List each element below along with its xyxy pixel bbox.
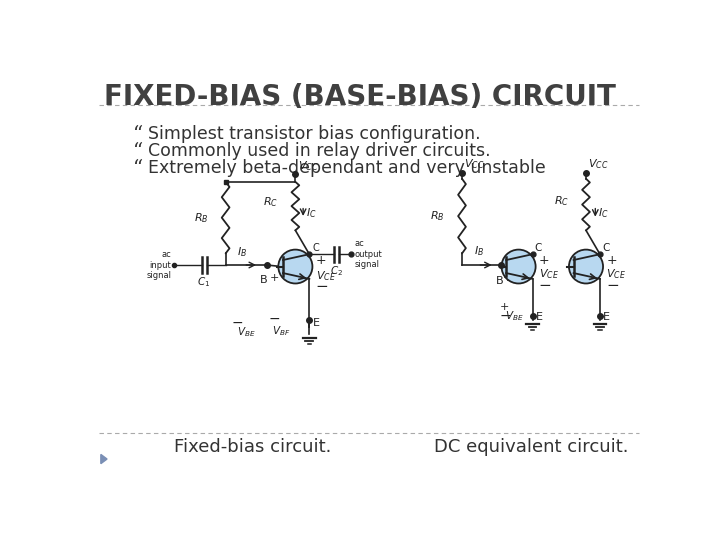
Text: B: B xyxy=(495,276,503,286)
Text: $V_{BE}$: $V_{BE}$ xyxy=(238,325,256,339)
Text: $I_C$: $I_C$ xyxy=(306,206,317,220)
Text: $V_{CC}$: $V_{CC}$ xyxy=(464,157,485,171)
Text: DC equivalent circuit.: DC equivalent circuit. xyxy=(434,438,629,456)
Text: “: “ xyxy=(132,125,143,144)
Circle shape xyxy=(569,249,603,284)
Text: +: + xyxy=(315,254,326,267)
Text: −: − xyxy=(606,278,619,293)
Text: $V_{BE}$: $V_{BE}$ xyxy=(505,310,523,323)
Text: B: B xyxy=(260,275,267,285)
Text: $I_C$: $I_C$ xyxy=(598,206,609,220)
Text: FIXED-BIAS (BASE-BIAS) CIRCUIT: FIXED-BIAS (BASE-BIAS) CIRCUIT xyxy=(104,83,616,111)
Text: −: − xyxy=(500,309,512,323)
Text: $I_B$: $I_B$ xyxy=(474,244,484,258)
Text: $R_B$: $R_B$ xyxy=(194,211,209,225)
Text: +: + xyxy=(500,301,509,312)
Text: $R_C$: $R_C$ xyxy=(554,194,569,207)
Text: $C_2$: $C_2$ xyxy=(330,264,343,278)
Text: $R_B$: $R_B$ xyxy=(431,209,445,223)
Circle shape xyxy=(502,249,536,284)
Text: Fixed-bias circuit.: Fixed-bias circuit. xyxy=(174,438,331,456)
Text: E: E xyxy=(312,318,320,328)
Polygon shape xyxy=(101,455,107,464)
Text: −: − xyxy=(269,312,281,326)
Text: “: “ xyxy=(132,159,143,178)
Text: ac
input
signal: ac input signal xyxy=(146,250,171,280)
Text: Commonly used in relay driver circuits.: Commonly used in relay driver circuits. xyxy=(148,142,491,160)
Text: −: − xyxy=(539,278,552,293)
Text: $V_{BF}$: $V_{BF}$ xyxy=(272,325,290,338)
Text: $R_C$: $R_C$ xyxy=(264,195,279,209)
Text: C: C xyxy=(535,242,542,253)
Text: $V_{CC}$: $V_{CC}$ xyxy=(299,159,319,173)
Text: E: E xyxy=(603,312,610,322)
Text: $V_{CC}$: $V_{CC}$ xyxy=(588,157,609,171)
Text: Extremely beta-dependant and very unstable: Extremely beta-dependant and very unstab… xyxy=(148,159,546,177)
Text: −: − xyxy=(232,316,243,330)
Text: ac
output
signal: ac output signal xyxy=(354,239,382,269)
Text: C: C xyxy=(312,242,319,253)
Text: $C_1$: $C_1$ xyxy=(197,275,210,289)
Text: “: “ xyxy=(132,142,143,161)
Text: Simplest transistor bias configuration.: Simplest transistor bias configuration. xyxy=(148,125,481,143)
Text: +: + xyxy=(606,254,617,267)
Text: C: C xyxy=(602,242,610,253)
Text: +: + xyxy=(539,254,549,267)
Text: +: + xyxy=(270,273,279,283)
Text: $V_{CE}$: $V_{CE}$ xyxy=(606,267,626,281)
Text: $I_B$: $I_B$ xyxy=(237,245,247,259)
Text: $V_{CE}$: $V_{CE}$ xyxy=(315,269,336,282)
Text: $V_{CE}$: $V_{CE}$ xyxy=(539,267,559,281)
Text: −: − xyxy=(315,279,328,294)
Text: E: E xyxy=(536,312,543,322)
Circle shape xyxy=(279,249,312,284)
Text: +: + xyxy=(503,273,513,284)
